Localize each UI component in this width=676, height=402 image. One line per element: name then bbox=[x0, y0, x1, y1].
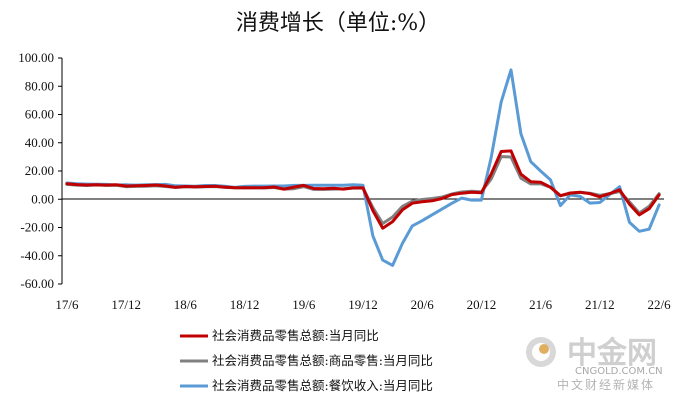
y-tick-label: 0.00 bbox=[31, 191, 54, 206]
y-tick-label: 100.00 bbox=[18, 50, 54, 65]
series-line bbox=[65, 68, 661, 267]
x-tick-label: 20/6 bbox=[411, 297, 435, 312]
x-tick-label: 22/6 bbox=[648, 297, 672, 312]
watermark-brand: 中金网 bbox=[567, 336, 657, 371]
series-line bbox=[65, 149, 661, 230]
x-tick-label: 19/6 bbox=[292, 297, 316, 312]
legend-label: 社会消费品零售总额:当月同比 bbox=[212, 328, 379, 343]
x-tick-label: 21/6 bbox=[529, 297, 553, 312]
legend-item: 社会消费品零售总额:商品零售:当月同比 bbox=[180, 353, 433, 368]
y-tick-labels: 100.00 80.00 60.00 40.00 20.00 0.00 -20.00 -40.… bbox=[18, 50, 62, 291]
y-tick-label: 40.00 bbox=[25, 135, 54, 150]
legend-label: 社会消费品零售总额:商品零售:当月同比 bbox=[212, 353, 433, 368]
watermark: 中金网 CNGOLD.COM.CN 中文财经新媒体 bbox=[526, 336, 663, 392]
x-tick-label: 19/12 bbox=[348, 297, 378, 312]
y-tick-label: -60.00 bbox=[20, 276, 54, 291]
x-tick-labels: 17/6 17/12 18/6 18/12 19/6 19/12 20/6 20/12 21/6… bbox=[55, 297, 671, 312]
chart-title: 消费增长（单位:%） bbox=[236, 11, 440, 36]
x-tick-label: 17/12 bbox=[111, 297, 141, 312]
watermark-url: CNGOLD.COM.CN bbox=[575, 366, 663, 377]
x-tick-label: 17/6 bbox=[55, 297, 79, 312]
x-tick-label: 18/6 bbox=[174, 297, 198, 312]
legend-label: 社会消费品零售总额:餐饮收入:当月同比 bbox=[212, 378, 433, 393]
series-layer bbox=[65, 68, 661, 267]
y-tick-label: 80.00 bbox=[25, 78, 54, 93]
legend-item: 社会消费品零售总额:当月同比 bbox=[180, 328, 379, 343]
legend: 社会消费品零售总额:当月同比 社会消费品零售总额:商品零售:当月同比 社会消费品… bbox=[180, 328, 433, 393]
x-tick-label: 20/12 bbox=[467, 297, 497, 312]
x-tick-label: 18/12 bbox=[230, 297, 260, 312]
watermark-tagline: 中文财经新媒体 bbox=[557, 377, 655, 392]
cngold-logo-icon bbox=[526, 337, 556, 367]
x-tick-label: 21/12 bbox=[585, 297, 615, 312]
y-tick-label: -20.00 bbox=[20, 220, 54, 235]
legend-item: 社会消费品零售总额:餐饮收入:当月同比 bbox=[180, 378, 433, 393]
y-tick-label: 60.00 bbox=[25, 107, 54, 122]
y-tick-label: -40.00 bbox=[20, 248, 54, 263]
y-tick-label: 20.00 bbox=[25, 163, 54, 178]
